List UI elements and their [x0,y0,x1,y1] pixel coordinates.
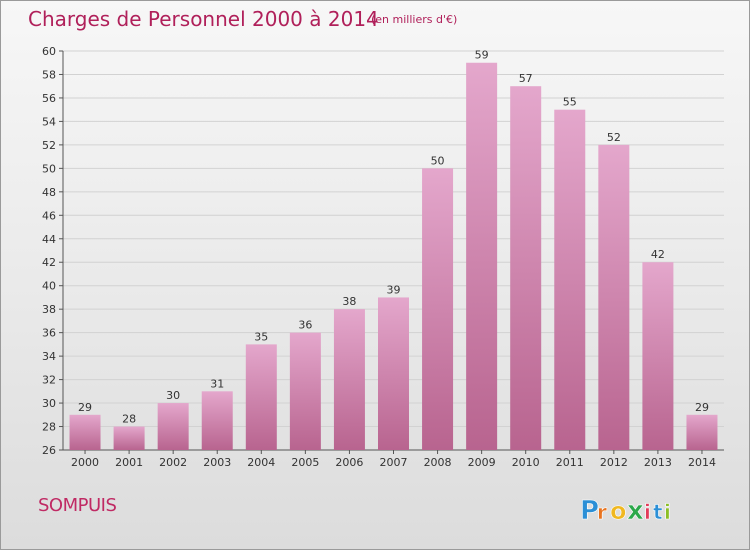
y-tick-label: 56 [42,92,56,105]
data-label-2003: 31 [210,377,224,390]
data-label-2011: 55 [563,96,577,109]
bar-2011 [554,109,586,451]
data-label-2000: 29 [78,401,92,414]
x-tick-label-2006: 2006 [335,456,363,469]
bar-2003 [201,391,233,450]
x-tick-label-2013: 2013 [644,456,672,469]
logo-letter: o [610,497,627,525]
chart-subtitle: (en milliers d'€) [371,13,458,26]
commune-name: SOMPUIS [38,495,117,516]
y-tick-label: 26 [42,444,56,457]
bar-2000 [69,414,101,450]
y-tick-label: 44 [42,233,56,246]
data-label-2013: 42 [651,248,665,261]
logo-letter: t [653,500,663,524]
data-label-2006: 38 [342,295,356,308]
bar-2004 [245,344,277,450]
x-tick-label-2012: 2012 [600,456,628,469]
bar-2009 [466,62,498,451]
x-tick-label-2007: 2007 [380,456,408,469]
data-label-2014: 29 [695,401,709,414]
y-tick-label: 32 [42,374,56,387]
y-tick-label: 54 [42,115,56,128]
y-tick-label: 58 [42,68,56,81]
data-label-2010: 57 [519,72,533,85]
y-tick-label: 36 [42,327,56,340]
x-tick-label-2001: 2001 [115,456,143,469]
data-label-2001: 28 [122,413,136,426]
logo-letter: i [664,500,671,524]
bar-2007 [378,297,409,450]
logo-letter: i [644,500,651,524]
chart-title: Charges de Personnel 2000 à 2014 [28,7,379,31]
data-label-2005: 36 [298,319,312,332]
labels: 26 28 30 32 34 36 38 40 42 44 46 48 50 52 54 56 58 60 29 20… [42,45,716,469]
bars [69,62,718,451]
logo-letter: r [597,500,607,524]
bar-2002 [157,403,189,450]
data-label-2002: 30 [166,389,180,402]
y-tick-label: 38 [42,303,56,316]
y-tick-label: 46 [42,209,56,222]
data-label-2009: 59 [475,49,489,62]
bar-2014 [686,414,718,450]
bar-2010 [510,86,542,451]
x-tick-label-2004: 2004 [247,456,275,469]
bar-2008 [422,168,454,450]
y-tick-label: 48 [42,186,56,199]
bar-2006 [333,309,365,450]
logo-letter: x [627,496,644,526]
x-tick-label-2003: 2003 [203,456,231,469]
logo-letter: P [580,496,599,526]
x-tick-label-2011: 2011 [556,456,584,469]
y-tick-label: 34 [42,350,56,363]
y-tick-label: 42 [42,256,56,269]
x-tick-label-2014: 2014 [688,456,716,469]
y-tick-label: 40 [42,280,56,293]
y-tick-label: 60 [42,45,56,58]
bar-2005 [289,332,321,450]
x-tick-label-2005: 2005 [291,456,319,469]
proxiti-logo-icon: Pr o x i t i [580,496,671,527]
bar-2013 [642,262,674,450]
y-tick-label: 28 [42,421,56,434]
x-tick-label-2008: 2008 [424,456,452,469]
y-tick-label: 30 [42,397,56,410]
data-label-2012: 52 [607,131,621,144]
x-tick-label-2000: 2000 [71,456,99,469]
x-tick-label-2010: 2010 [512,456,540,469]
bar-2012 [598,144,630,450]
data-label-2007: 39 [387,283,401,296]
data-label-2008: 50 [431,154,445,167]
x-tick-label-2009: 2009 [468,456,496,469]
y-tick-label: 52 [42,139,56,152]
data-label-2004: 35 [254,330,268,343]
y-tick-label: 50 [42,162,56,175]
bar-2001 [113,426,145,450]
x-tick-label-2002: 2002 [159,456,187,469]
